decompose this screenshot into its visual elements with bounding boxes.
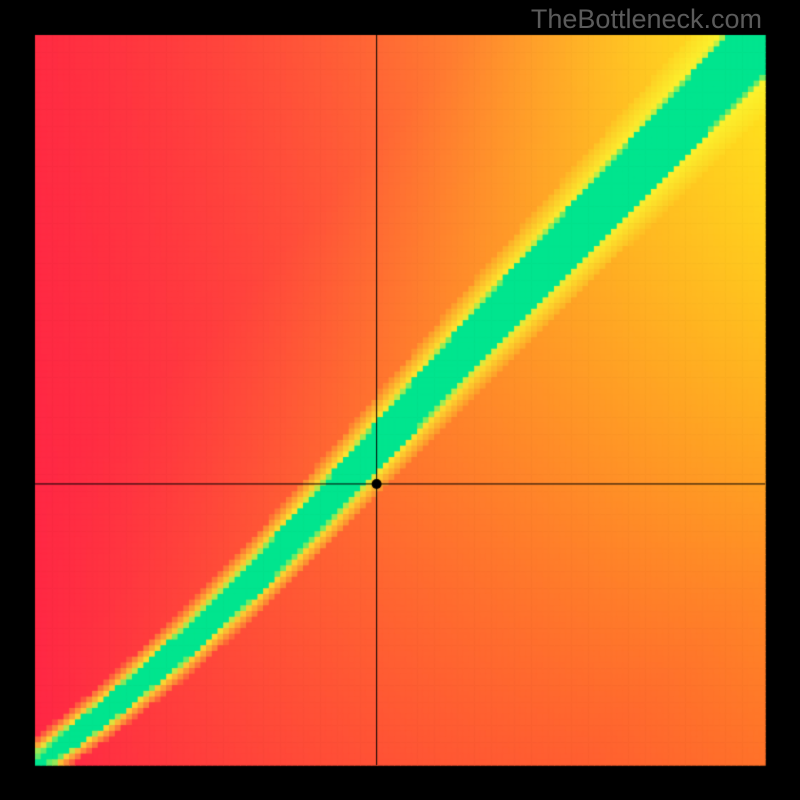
watermark-text: TheBottleneck.com	[531, 4, 762, 35]
bottleneck-heatmap	[0, 0, 800, 800]
chart-container: TheBottleneck.com	[0, 0, 800, 800]
